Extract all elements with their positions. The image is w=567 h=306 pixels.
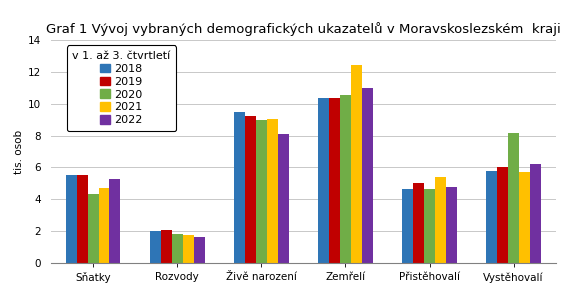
Bar bbox=[351, 65, 362, 263]
Bar bbox=[340, 95, 351, 263]
Bar bbox=[402, 189, 413, 263]
Bar bbox=[183, 235, 193, 263]
Bar bbox=[172, 234, 183, 263]
Bar bbox=[497, 167, 508, 263]
Bar bbox=[266, 119, 278, 263]
Bar bbox=[446, 187, 457, 263]
Bar bbox=[362, 88, 373, 263]
Bar bbox=[109, 179, 120, 263]
Legend: 2018, 2019, 2020, 2021, 2022: 2018, 2019, 2020, 2021, 2022 bbox=[67, 45, 176, 131]
Bar bbox=[278, 134, 289, 263]
Bar bbox=[88, 194, 99, 263]
Bar bbox=[424, 189, 435, 263]
Bar bbox=[413, 183, 424, 263]
Bar bbox=[99, 188, 109, 263]
Bar bbox=[245, 116, 256, 263]
Bar bbox=[519, 172, 530, 263]
Bar bbox=[161, 230, 172, 263]
Bar bbox=[150, 231, 161, 263]
Bar bbox=[66, 175, 77, 263]
Bar bbox=[530, 164, 541, 263]
Bar bbox=[318, 98, 329, 263]
Bar bbox=[486, 171, 497, 263]
Bar bbox=[193, 237, 205, 263]
Bar bbox=[508, 133, 519, 263]
Bar bbox=[77, 175, 88, 263]
Bar bbox=[256, 120, 266, 263]
Bar bbox=[435, 177, 446, 263]
Bar bbox=[329, 98, 340, 263]
Y-axis label: tis. osob: tis. osob bbox=[14, 129, 24, 174]
Title: Graf 1 Vývoj vybraných demografických ukazatelů v Moravskoslezském  kraji: Graf 1 Vývoj vybraných demografických uk… bbox=[46, 22, 561, 36]
Bar bbox=[234, 112, 245, 263]
